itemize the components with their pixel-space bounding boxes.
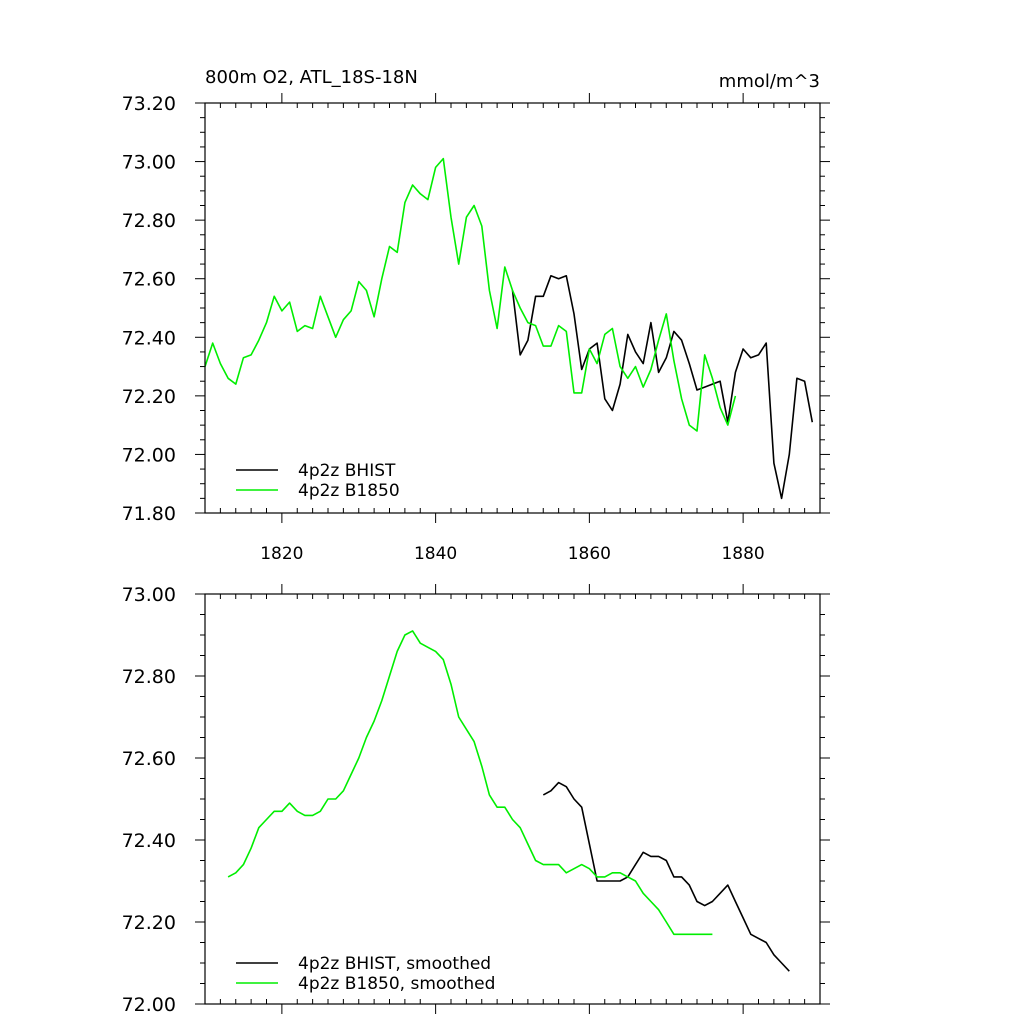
y-tick-label: 72.60 [122, 269, 176, 291]
top-panel-frame [204, 102, 821, 514]
bottom-panel-frame [204, 593, 821, 1005]
series-line-bhist [511, 274, 814, 500]
y-tick-label: 72.00 [122, 994, 176, 1016]
legend-label: 4p2z BHIST [298, 461, 396, 481]
top-panel: 800m O2, ATL_18S-18N mmol/m^3 1820 1840 18… [122, 67, 830, 564]
y-tick-label: 72.60 [122, 748, 176, 770]
top-panel-units: mmol/m^3 [719, 71, 820, 92]
series-line-b1850 [227, 630, 713, 936]
y-tick-label: 73.00 [122, 152, 176, 174]
series-line-bhist [542, 781, 790, 972]
top-panel-title: 800m O2, ATL_18S-18N [205, 67, 418, 88]
bottom-panel: 72.00 72.20 72.40 72.60 72.80 73.00 4p2z BHIS… [122, 584, 830, 1016]
y-tick-label: 71.80 [122, 503, 176, 525]
y-tick-label: 72.20 [122, 912, 176, 934]
legend-label: 4p2z BHIST, smoothed [298, 954, 491, 974]
y-tick-label: 72.40 [122, 327, 176, 349]
series-line-b1850 [204, 157, 737, 432]
y-tick-label: 72.20 [122, 386, 176, 408]
x-tick-label: 1860 [568, 544, 611, 564]
legend-label: 4p2z B1850 [298, 481, 400, 501]
y-tick-label: 72.80 [122, 666, 176, 688]
y-tick-label: 72.00 [122, 444, 176, 466]
y-tick-label: 73.20 [122, 93, 176, 115]
y-tick-label: 73.00 [122, 584, 176, 606]
y-tick-label: 72.40 [122, 830, 176, 852]
x-tick-label: 1840 [414, 544, 457, 564]
y-tick-label: 72.80 [122, 210, 176, 232]
legend-label: 4p2z B1850, smoothed [298, 974, 495, 994]
x-tick-label: 1880 [721, 544, 764, 564]
x-tick-label: 1820 [260, 544, 303, 564]
